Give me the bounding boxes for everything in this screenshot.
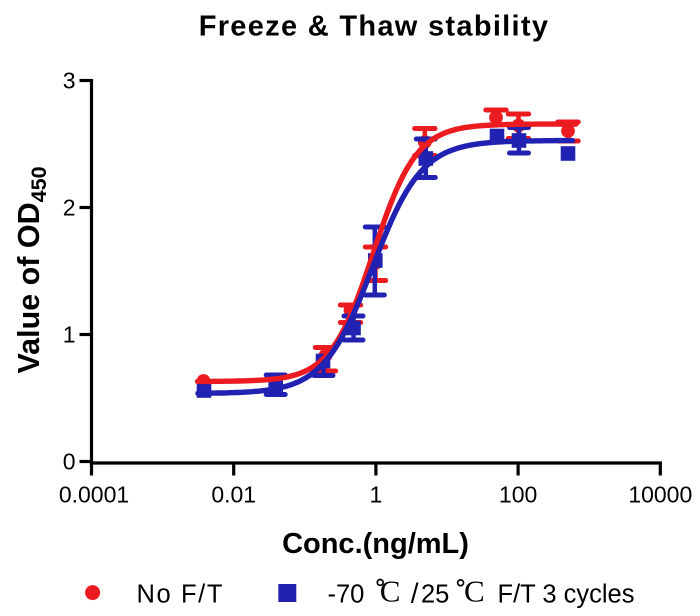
svg-text:1: 1 (63, 322, 76, 348)
svg-text:3: 3 (63, 68, 76, 94)
svg-text:0.01: 0.01 (211, 481, 256, 507)
svg-text:10000: 10000 (628, 481, 692, 507)
svg-text:2: 2 (63, 195, 76, 221)
svg-text:Conc.(ng/mL): Conc.(ng/mL) (282, 528, 469, 560)
svg-text:-70/25F/T 3 cycles: -70/25 F/T 3 cycles (328, 577, 635, 608)
svg-text:1: 1 (370, 481, 383, 507)
svg-text:No F/T: No F/T (137, 580, 225, 608)
svg-text:Freeze & Thaw stability: Freeze & Thaw stability (199, 11, 550, 43)
svg-text:CC: CC (380, 574, 485, 609)
svg-text:100: 100 (499, 481, 537, 507)
svg-text:0: 0 (63, 449, 76, 475)
svg-text:0.0001: 0.0001 (59, 481, 129, 507)
